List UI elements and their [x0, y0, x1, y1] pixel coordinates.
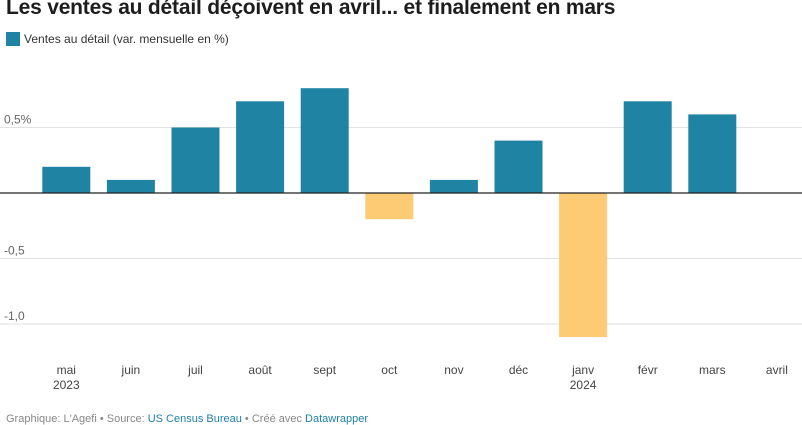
bar: [429, 179, 478, 193]
chart-footer: Graphique: L'Agefi • Source: US Census B…: [6, 413, 368, 425]
x-tick-label: août: [248, 363, 272, 377]
x-year-label: 2024: [570, 378, 597, 392]
bar: [42, 166, 91, 193]
chart-title: Les ventes au détail déçoivent en avril.…: [6, 0, 616, 19]
bar: [365, 193, 414, 220]
x-tick-label: déc: [509, 363, 528, 377]
x-tick-label: sept: [313, 363, 336, 377]
legend: Ventes au détail (var. mensuelle en %): [6, 32, 229, 46]
bar: [171, 127, 220, 193]
bar: [688, 114, 737, 193]
bars: [42, 88, 737, 338]
y-tick-label: -0,5: [4, 244, 25, 258]
x-tick-label: juin: [121, 363, 141, 377]
x-tick-label: mai: [57, 363, 76, 377]
footer-prefix: Graphique: L'Agefi • Source:: [6, 413, 148, 425]
x-tick-label: oct: [381, 363, 398, 377]
x-tick-label: janv: [571, 363, 594, 377]
datawrapper-link[interactable]: Datawrapper: [305, 413, 369, 425]
y-tick-label: -1,0: [4, 309, 25, 323]
legend-swatch: [6, 32, 20, 46]
x-tick-label: nov: [444, 363, 463, 377]
legend-label: Ventes au détail (var. mensuelle en %): [24, 32, 229, 46]
bar: [300, 88, 349, 193]
source-link[interactable]: US Census Bureau: [147, 413, 242, 425]
x-year-label: 2023: [53, 378, 80, 392]
bar: [494, 140, 543, 193]
bar: [236, 101, 285, 193]
bar: [106, 179, 155, 193]
x-tick-label: mars: [699, 363, 726, 377]
bar: [623, 101, 672, 193]
footer-middle: • Créé avec: [241, 413, 306, 425]
gridlines: [0, 127, 802, 325]
x-tick-label: févr: [638, 363, 658, 377]
y-tick-label: 0,5%: [4, 113, 32, 127]
bar: [559, 193, 608, 338]
x-tick-label: juil: [187, 363, 203, 377]
x-tick-label: avril: [766, 363, 788, 377]
